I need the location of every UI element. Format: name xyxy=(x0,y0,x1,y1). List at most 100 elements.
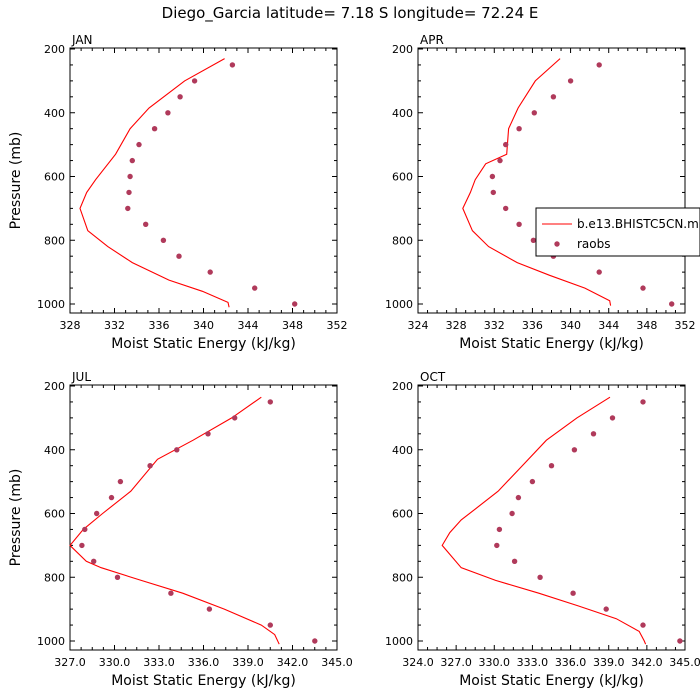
raobs-point xyxy=(640,622,646,628)
panel-label: JAN xyxy=(71,33,93,47)
raobs-point xyxy=(207,269,213,275)
x-tick-label: 330.0 xyxy=(99,656,131,669)
x-tick-label: 336.0 xyxy=(188,656,220,669)
x-tick-label: 332 xyxy=(104,319,125,332)
x-tick-label: 342.0 xyxy=(631,656,663,669)
raobs-point xyxy=(267,399,273,405)
legend-raobs-marker xyxy=(554,241,560,247)
y-tick-label: 800 xyxy=(392,234,413,247)
raobs-point xyxy=(267,622,273,628)
raobs-point xyxy=(143,221,149,227)
raobs-point xyxy=(529,478,536,485)
y-tick-label: 400 xyxy=(392,444,413,457)
y-tick-label: 600 xyxy=(392,508,413,521)
raobs-point xyxy=(516,221,522,227)
raobs-point xyxy=(511,558,518,564)
panels-group: 328 332 336 340 344 348 352 200 400 600 800 1000 JAN… xyxy=(8,33,700,689)
x-tick-label: 339.0 xyxy=(593,656,625,669)
raobs-point xyxy=(596,62,602,68)
figure-title: Diego_Garcia latitude= 7.18 S longitude=… xyxy=(162,4,539,23)
raobs-point xyxy=(160,237,167,243)
y-tick-label: 1000 xyxy=(37,635,65,648)
model-profile-line xyxy=(79,58,230,308)
raobs-point xyxy=(571,447,578,453)
raobs-point xyxy=(530,237,537,243)
plot-frame xyxy=(69,384,338,651)
x-tick-label: 342.0 xyxy=(277,656,309,669)
x-tick-label: 345.0 xyxy=(669,656,700,669)
y-axis-label: Pressure (mb) xyxy=(8,132,24,230)
raobs-point xyxy=(603,606,609,612)
x-tick-label: 336.0 xyxy=(555,656,587,669)
x-tick-label: 324.0 xyxy=(402,656,434,669)
raobs-point xyxy=(176,253,182,259)
panel-jul: 327.0 330.0 333.0 336.0 339.0 342.0 345.0 200 40… xyxy=(8,370,353,689)
raobs-point xyxy=(91,558,97,564)
legend-box xyxy=(535,207,700,257)
raobs-point xyxy=(669,301,675,307)
raobs-point xyxy=(229,62,236,68)
x-tick-label: 340 xyxy=(560,319,581,332)
x-tick-label: 352 xyxy=(675,319,696,332)
raobs-point xyxy=(509,510,515,517)
y-tick-label: 400 xyxy=(44,444,65,457)
panel-jan: 328 332 336 340 344 348 352 200 400 600 800 1000 JAN… xyxy=(8,33,348,352)
x-tick-label: 345.0 xyxy=(321,656,353,669)
raobs-point xyxy=(82,526,88,533)
raobs-point xyxy=(114,574,121,580)
panel-label: OCT xyxy=(420,370,446,384)
raobs-point xyxy=(191,78,198,84)
x-axis-label: Moist Static Energy (kJ/kg) xyxy=(459,336,644,352)
raobs-point xyxy=(489,173,496,180)
raobs-point xyxy=(590,431,597,437)
x-tick-label: 352 xyxy=(327,319,348,332)
raobs-point xyxy=(515,494,522,501)
raobs-point xyxy=(516,126,522,132)
raobs-point xyxy=(503,141,509,148)
raobs-point xyxy=(567,78,574,84)
raobs-point xyxy=(497,157,503,164)
y-tick-label: 800 xyxy=(44,234,65,247)
raobs-point xyxy=(151,126,158,132)
raobs-point xyxy=(677,638,683,644)
x-tick-label: 339.0 xyxy=(232,656,264,669)
raobs-point xyxy=(550,94,557,100)
x-tick-label: 330.0 xyxy=(479,656,511,669)
plot-frame xyxy=(417,47,686,314)
plot-frame xyxy=(69,47,338,314)
raobs-point xyxy=(126,189,132,196)
legend-raobs-label: raobs xyxy=(577,237,611,251)
y-tick-label: 1000 xyxy=(385,635,413,648)
x-tick-label: 327.0 xyxy=(54,656,86,669)
x-tick-label: 327.0 xyxy=(440,656,472,669)
y-tick-label: 200 xyxy=(44,380,65,393)
raobs-point xyxy=(292,301,298,307)
raobs-point xyxy=(640,399,646,405)
raobs-point xyxy=(168,590,174,596)
x-tick-label: 348 xyxy=(636,319,657,332)
legend-model-label: b.e13.BHISTC5CN.m xyxy=(577,217,699,231)
raobs-point xyxy=(136,141,142,148)
legend: b.e13.BHISTC5CN.m raobs xyxy=(535,207,700,257)
raobs-point xyxy=(494,542,500,549)
raobs-point xyxy=(94,510,100,517)
raobs-point xyxy=(127,173,133,180)
x-tick-label: 344 xyxy=(238,319,259,332)
x-axis-label: Moist Static Energy (kJ/kg) xyxy=(459,673,644,689)
x-tick-label: 344 xyxy=(598,319,619,332)
x-tick-label: 328 xyxy=(60,319,81,332)
y-tick-label: 800 xyxy=(392,571,413,584)
y-tick-label: 200 xyxy=(44,43,65,56)
x-tick-label: 328 xyxy=(446,319,467,332)
panel-oct: 324.0 327.0 330.0 333.0 336.0 339.0 342.0 345.0… xyxy=(385,370,700,689)
y-tick-label: 200 xyxy=(392,380,413,393)
model-profile-line xyxy=(462,58,612,306)
x-tick-label: 348 xyxy=(282,319,303,332)
model-profile-line xyxy=(69,396,280,645)
plot-frame xyxy=(417,384,686,651)
y-tick-label: 200 xyxy=(392,43,413,56)
raobs-point xyxy=(177,94,183,100)
raobs-point xyxy=(503,205,509,212)
raobs-point xyxy=(609,415,616,421)
y-tick-label: 1000 xyxy=(385,298,413,311)
